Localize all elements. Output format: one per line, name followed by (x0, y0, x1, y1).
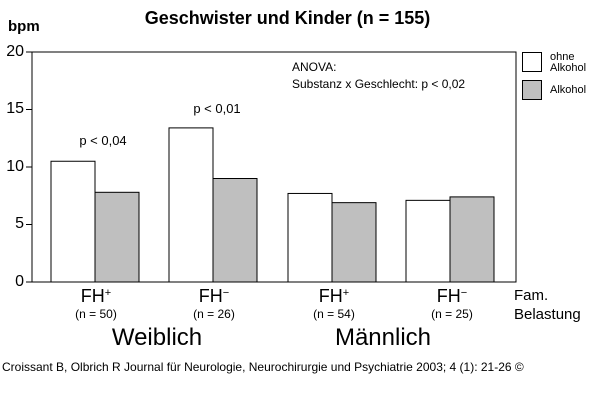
bar-ohne-alkohol (405, 199, 451, 283)
legend-swatch-alkohol (522, 80, 542, 100)
y-tick-label: 0 (15, 273, 24, 290)
x-axis-label-line2: Belastung (514, 306, 581, 323)
x-category-name: FH (318, 286, 343, 306)
y-tick-label: 20 (6, 43, 24, 60)
x-category-n: (n = 54) (313, 307, 355, 321)
x-category-name: FH (436, 286, 461, 306)
x-category-label: FH− (407, 286, 497, 307)
legend-label-ohne-alkohol-line1: ohne (550, 51, 575, 63)
bar-alkohol (449, 196, 495, 283)
x-category-label: FH+ (289, 286, 379, 307)
y-tick-label: 10 (6, 158, 24, 175)
x-category-name: FH (80, 286, 105, 306)
x-category-n: (n = 50) (75, 307, 117, 321)
anova-annotation-title: ANOVA: (292, 60, 337, 74)
legend-label-ohne-alkohol-line2: Alkohol (550, 62, 587, 74)
y-tick-label: 5 (15, 215, 24, 232)
x-category-label: FH− (169, 286, 259, 307)
bar-alkohol (212, 178, 258, 283)
x-category-name: FH (198, 286, 223, 306)
x-axis-label-line1: Fam. (514, 287, 549, 304)
group-label-maennlich: Männlich (334, 324, 432, 351)
chart-title: Geschwister und Kinder (n = 155) (144, 8, 431, 28)
p-value-label: p < 0,04 (79, 133, 127, 148)
x-category-n: (n = 25) (431, 307, 473, 321)
bar-alkohol (94, 191, 140, 283)
y-tick-label: 15 (6, 100, 24, 117)
bar-ohne-alkohol (50, 160, 96, 283)
y-axis-label: bpm (8, 18, 40, 35)
bar-ohne-alkohol (168, 127, 214, 283)
anova-annotation-text: Substanz x Geschlecht: p < 0,02 (292, 77, 466, 91)
x-category-sup: + (104, 287, 112, 299)
bar-alkohol (331, 202, 377, 283)
x-category-n: (n = 26) (193, 307, 235, 321)
group-label-weiblich: Weiblich (111, 324, 203, 351)
legend-label-alkohol: Alkohol (550, 84, 587, 96)
x-category-sup: + (342, 287, 350, 299)
citation-text: Croissant B, Olbrich R Journal für Neuro… (2, 360, 524, 374)
x-category-sup: − (460, 287, 468, 299)
bar-ohne-alkohol (287, 192, 333, 283)
p-value-label: p < 0,01 (193, 101, 241, 116)
x-category-label: FH+ (51, 286, 141, 307)
x-category-sup: − (222, 287, 230, 299)
legend-swatch-ohne-alkohol (522, 52, 542, 72)
